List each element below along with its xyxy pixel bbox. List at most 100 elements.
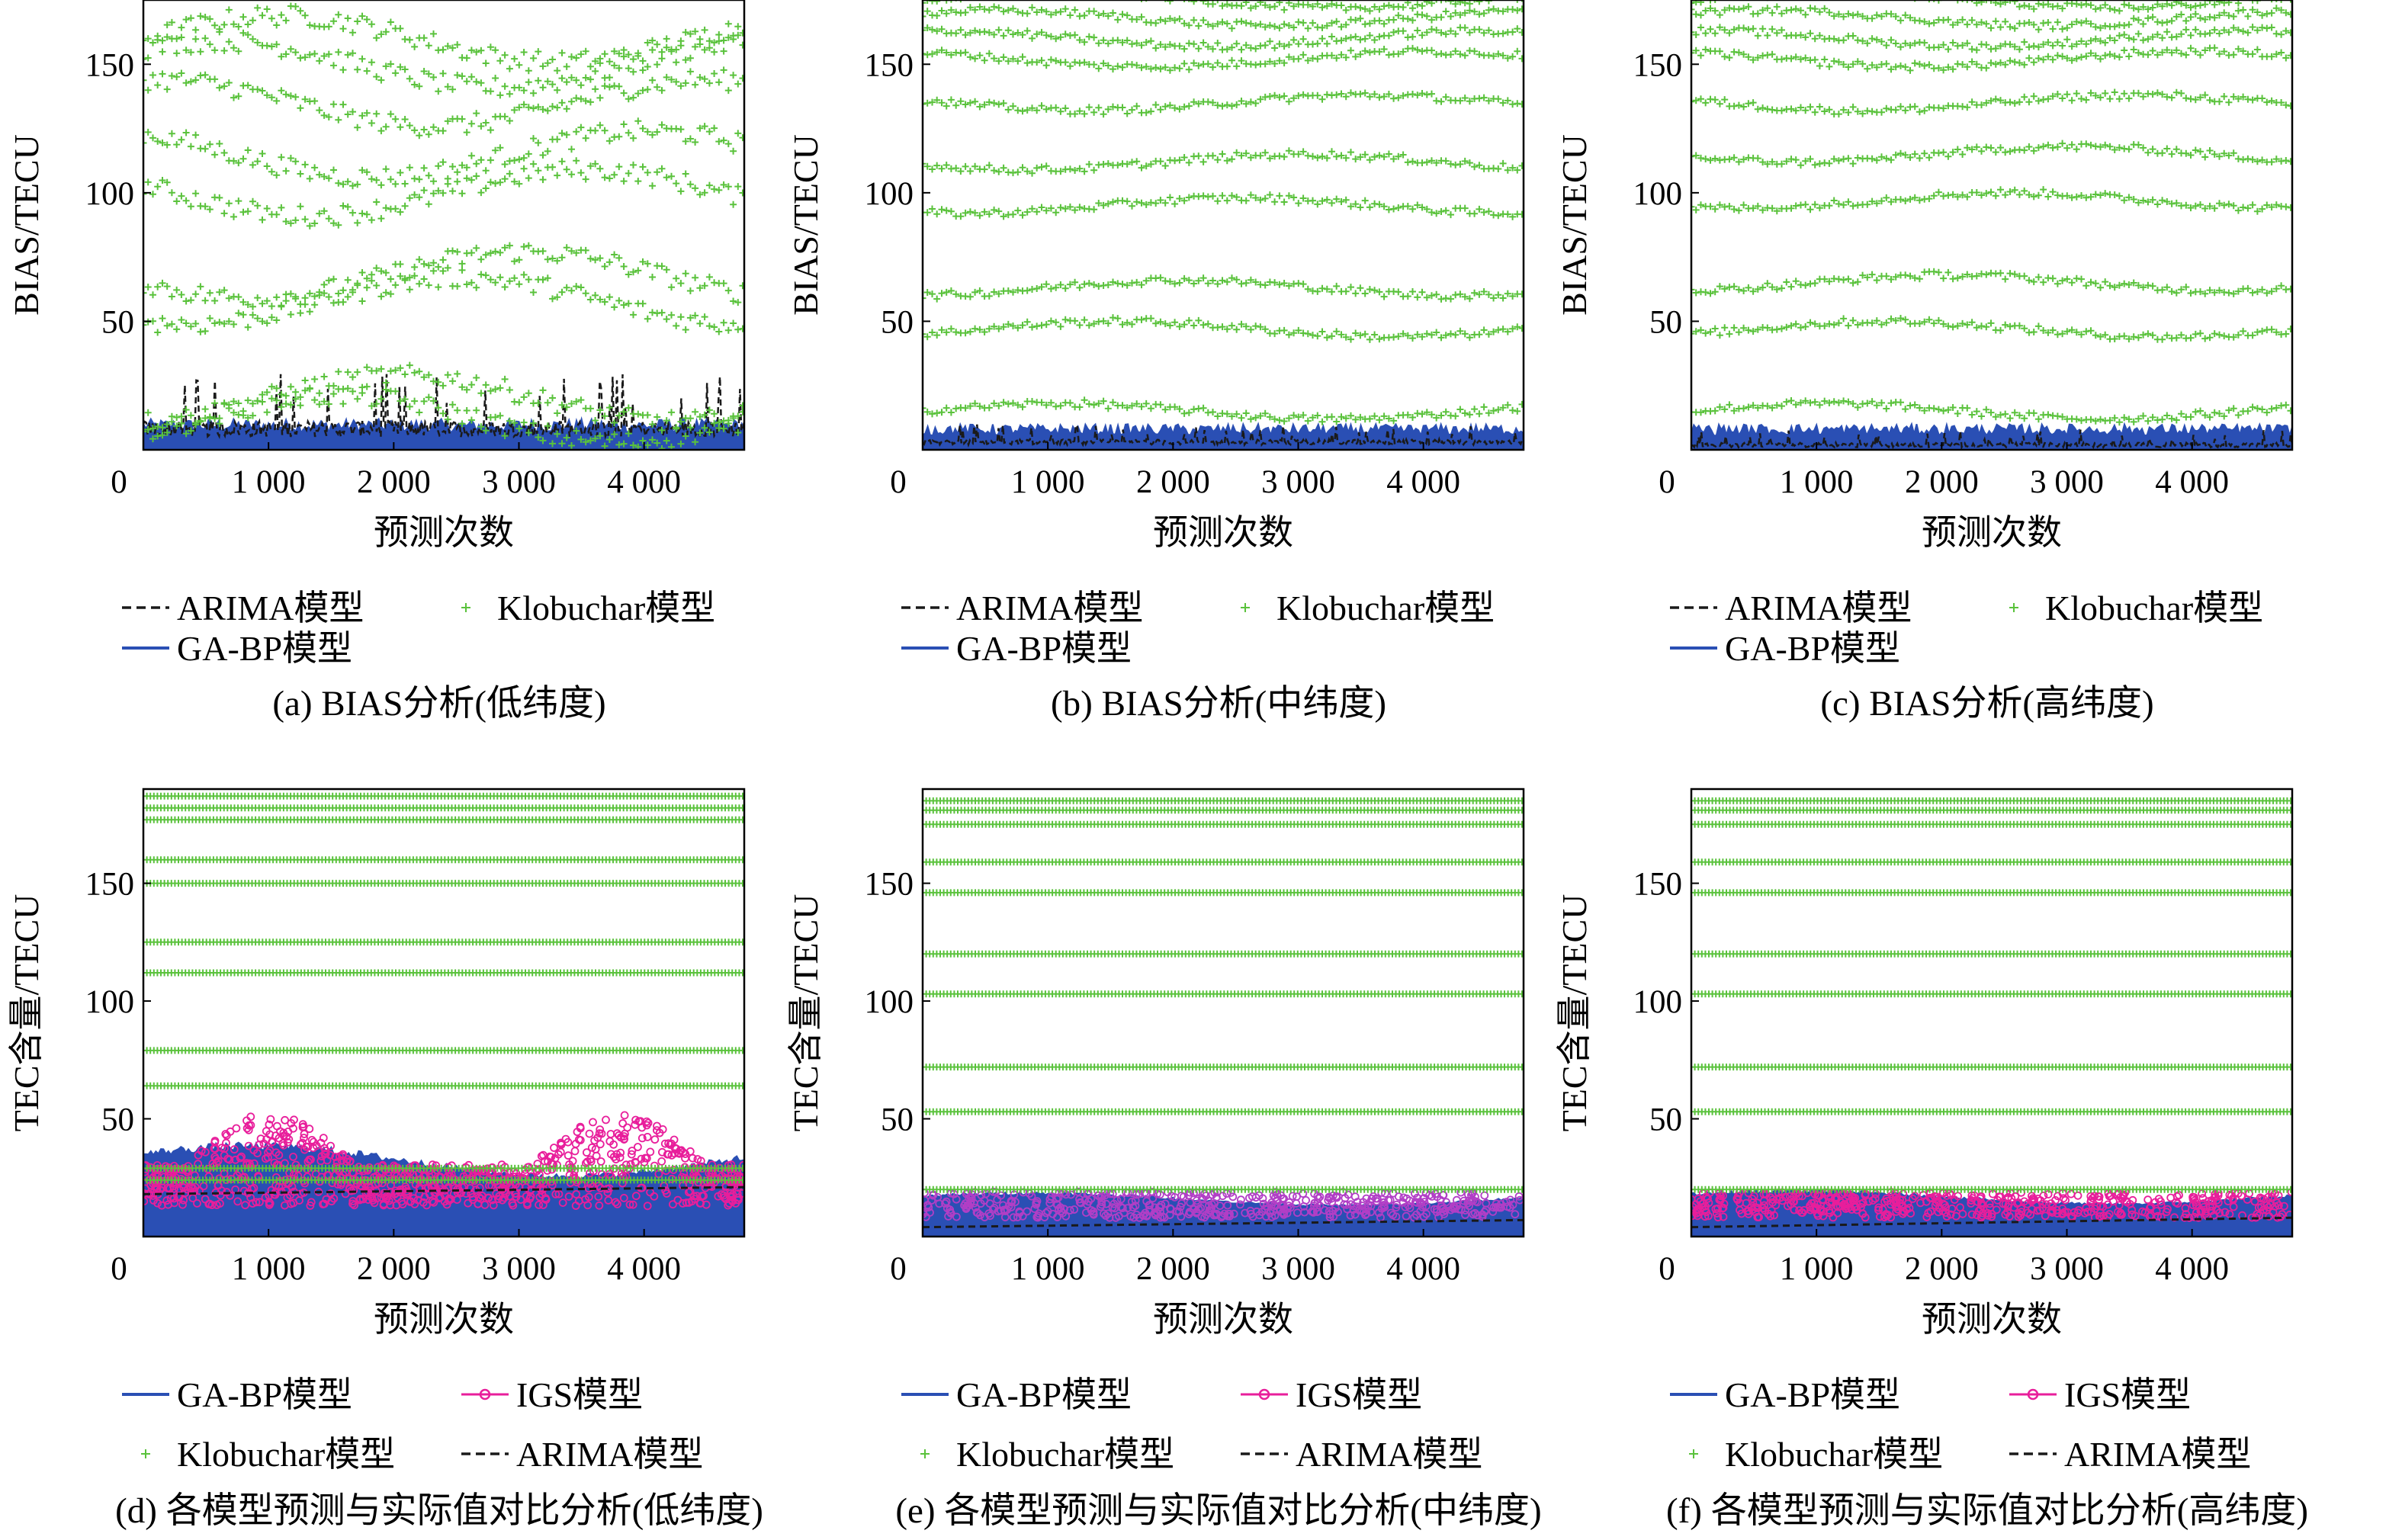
igs-point (1032, 1200, 1041, 1209)
igs-point (2181, 1204, 2190, 1213)
igs-point (1880, 1197, 1889, 1206)
igs-point (596, 1157, 605, 1166)
igs-point (1237, 1195, 1245, 1205)
igs-point (2229, 1195, 2237, 1205)
igs-point (682, 1198, 691, 1207)
igs-point (1456, 1205, 1466, 1214)
series-gabp-area (923, 422, 1524, 450)
igs-point (2119, 1191, 2128, 1199)
igs-point (2190, 1196, 2199, 1205)
igs-point (1758, 1204, 1768, 1213)
plot-area-a (143, 2, 744, 450)
klobuchar-level-6 (1691, 990, 2292, 998)
igs-point (642, 1121, 651, 1130)
igs-point (489, 1201, 498, 1210)
igs-point (1108, 1189, 1117, 1198)
x-axis-label: 预测次数 (1922, 1300, 2062, 1339)
igs-point (1293, 1208, 1302, 1218)
igs-point (341, 1189, 350, 1198)
igs-point (1700, 1212, 1710, 1221)
igs-point (1350, 1210, 1360, 1219)
igs-point (1347, 1200, 1355, 1209)
series-arima-line (923, 1218, 1524, 1229)
igs-point (1833, 1208, 1842, 1218)
x-tick-label: 1 000 (1011, 464, 1085, 500)
igs-point (315, 1177, 324, 1186)
igs-point (307, 1136, 316, 1144)
igs-point (1000, 1207, 1010, 1215)
y-tick-label: 100 (85, 984, 135, 1020)
igs-point (244, 1125, 253, 1134)
x-axis-label: 预测次数 (1153, 1300, 1293, 1339)
igs-point (406, 1198, 415, 1206)
legend-item: Klobuchar模型 (1241, 589, 1495, 627)
igs-point (271, 1148, 281, 1157)
x-tick-label: 2 000 (357, 464, 431, 500)
igs-point (364, 1195, 373, 1204)
igs-point (2224, 1197, 2233, 1205)
legend-label: Klobuchar模型 (1276, 589, 1495, 627)
igs-point (1787, 1195, 1796, 1205)
igs-point (708, 1169, 717, 1178)
igs-point (680, 1163, 689, 1172)
igs-point (997, 1191, 1005, 1200)
igs-point (1097, 1198, 1106, 1206)
klobuchar-level-8 (923, 1108, 1524, 1115)
igs-point (1766, 1193, 1775, 1202)
igs-point (255, 1141, 264, 1149)
igs-point (1976, 1194, 1985, 1203)
igs-point (547, 1177, 556, 1186)
igs-point (175, 1185, 184, 1194)
igs-point (1241, 1208, 1250, 1218)
legend-swatch-klobuchar (2009, 603, 2018, 612)
legend-c: ARIMA模型 Klobuchar模型 GA-BP模型 (1670, 589, 2263, 668)
igs-point (2278, 1210, 2287, 1219)
igs-point (734, 1193, 743, 1202)
igs-point (2080, 1208, 2089, 1218)
igs-point (1766, 1211, 1775, 1221)
igs-point (265, 1198, 274, 1207)
igs-point (1089, 1210, 1098, 1219)
igs-point (231, 1155, 240, 1164)
klobuchar-level-3 (143, 856, 744, 864)
igs-point (596, 1125, 605, 1134)
igs-point (1101, 1211, 1110, 1220)
x-tick-label: 4 000 (2155, 1251, 2229, 1287)
igs-point (1156, 1213, 1165, 1222)
klobuchar-level-0 (143, 792, 744, 800)
y-tick-label: 100 (865, 176, 914, 212)
igs-point (201, 1147, 210, 1157)
igs-point (620, 1111, 629, 1120)
igs-point (502, 1189, 510, 1198)
igs-point (222, 1138, 230, 1147)
igs-point (1320, 1205, 1329, 1214)
igs-point (1713, 1213, 1723, 1222)
klobuchar-level-2 (923, 820, 1524, 828)
igs-point (1148, 1188, 1157, 1196)
igs-point (331, 1153, 340, 1161)
x-tick-label: 1 000 (1780, 464, 1854, 500)
igs-point (726, 1189, 735, 1198)
igs-point (2005, 1212, 2014, 1221)
igs-point (615, 1153, 625, 1162)
igs-point (1938, 1207, 1948, 1215)
igs-point (558, 1198, 567, 1207)
klobuchar-level-0 (923, 0, 1523, 14)
igs-point (2014, 1198, 2023, 1207)
igs-point (1898, 1207, 1907, 1215)
igs-point (1875, 1212, 1884, 1221)
igs-point (1813, 1209, 1822, 1218)
igs-point (582, 1159, 590, 1168)
legend-label: IGS模型 (2064, 1375, 2191, 1414)
igs-point (2265, 1212, 2274, 1221)
igs-point (1052, 1200, 1061, 1209)
igs-point (534, 1165, 543, 1174)
panel-d: 0 1 000 2 000 3 000 4 000 50 100 150 预测次数 TEC含量/T… (7, 788, 763, 1531)
igs-point (1453, 1195, 1461, 1205)
igs-point (1103, 1209, 1113, 1218)
series-arima-line (1691, 1216, 2292, 1229)
igs-point (2198, 1194, 2208, 1203)
igs-point (1259, 1199, 1268, 1208)
y-tick-label: 150 (85, 867, 135, 903)
igs-point (631, 1158, 640, 1167)
